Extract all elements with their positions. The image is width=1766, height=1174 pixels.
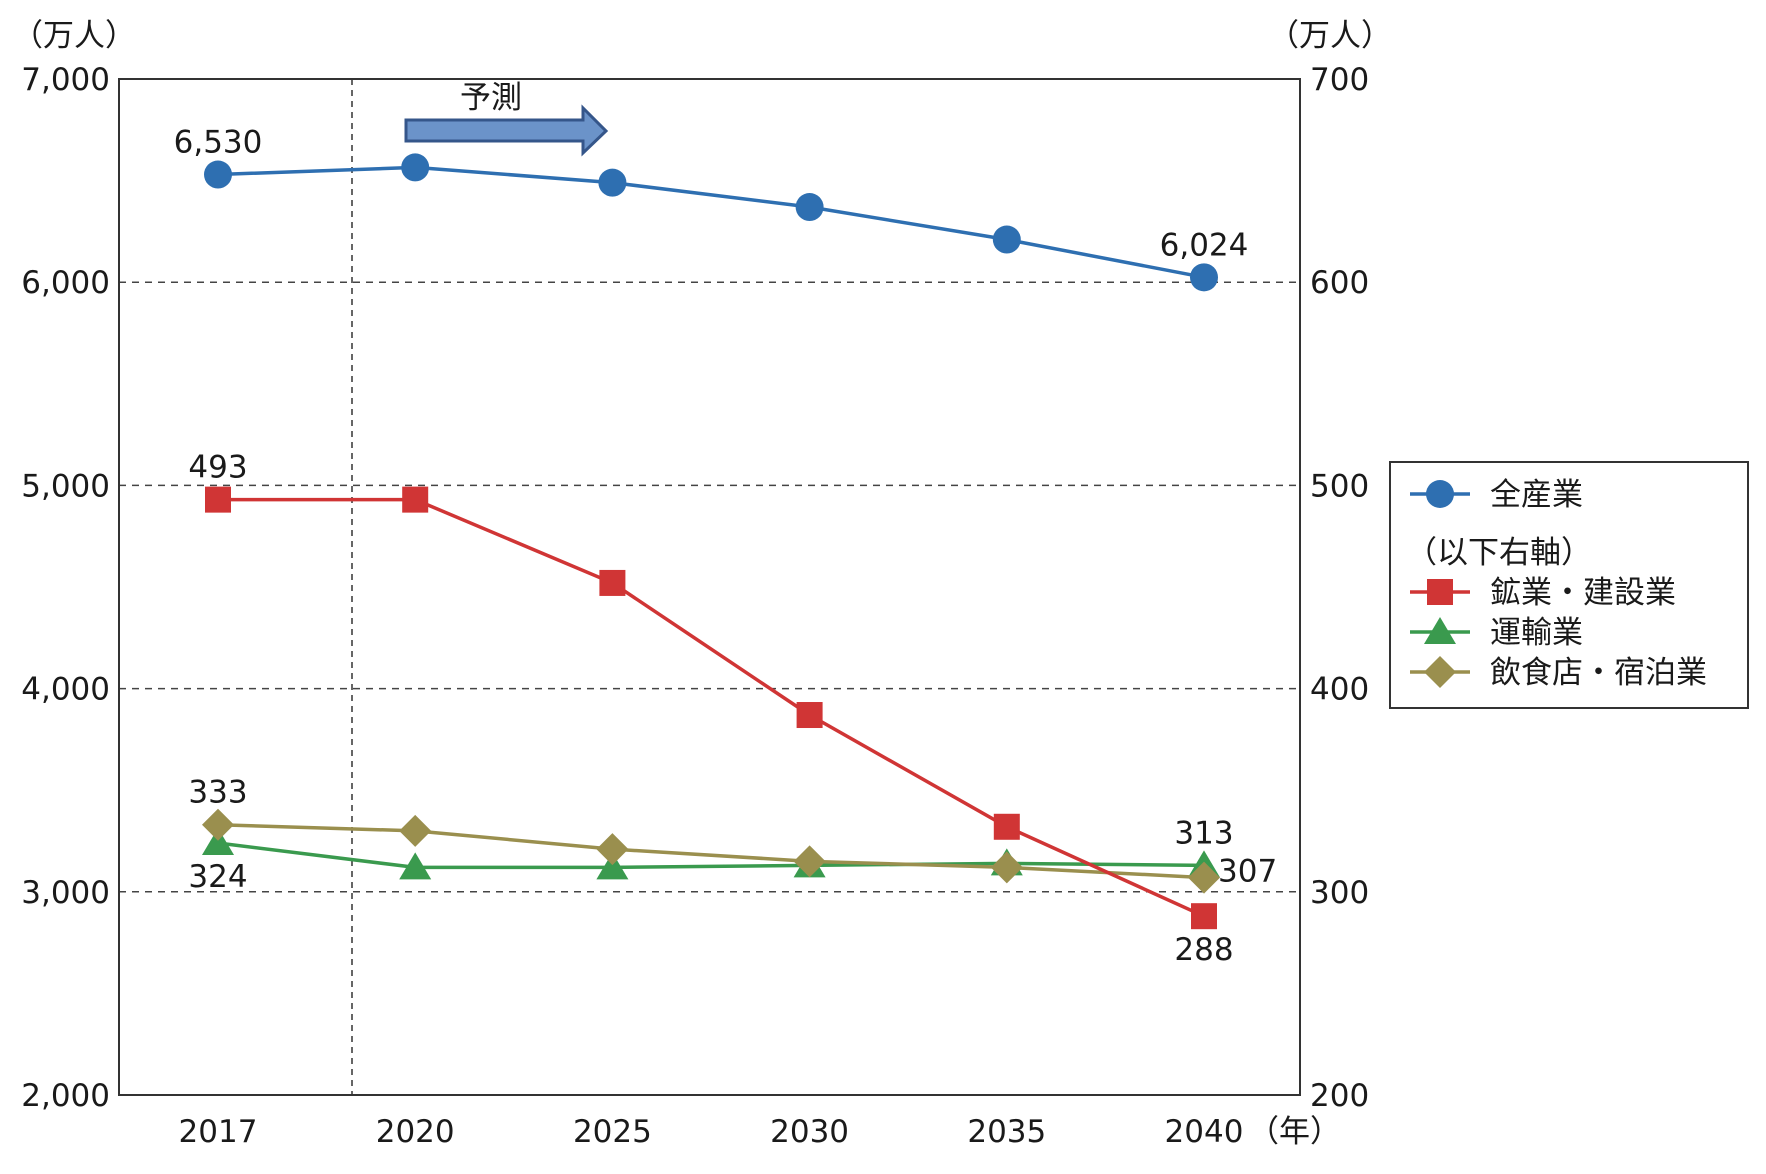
x-tick-label: 2040 (1165, 1114, 1244, 1150)
legend-item-4: 飲食店・宿泊業 (1410, 655, 1707, 691)
square-marker (205, 486, 231, 513)
legend-label: 飲食店・宿泊業 (1490, 655, 1707, 691)
series-line (217, 165, 1205, 280)
gridlines (119, 281, 1300, 893)
legend-subheading: （以下右軸） (1406, 535, 1592, 571)
right-axis-unit: （万人） (1268, 18, 1392, 54)
left-axis-unit: （万人） (12, 18, 136, 54)
x-tick-label: 2020 (376, 1114, 455, 1150)
left-tick-label: 3,000 (21, 875, 110, 911)
data-label: 6,530 (174, 125, 263, 161)
square-marker (599, 569, 626, 596)
right-tick-label: 600 (1310, 265, 1369, 301)
left-tick-label: 6,000 (21, 265, 110, 301)
diamond-marker (202, 808, 234, 841)
triangle-marker (399, 852, 432, 880)
left-tick-label: 7,000 (21, 62, 110, 98)
data-label: 493 (188, 450, 247, 486)
circle-marker (1190, 263, 1218, 292)
diamond-marker (990, 851, 1023, 884)
square-marker (993, 813, 1020, 840)
series-4 (202, 808, 1220, 894)
legend-label: 全産業 (1490, 477, 1583, 513)
right-tick-label: 200 (1310, 1078, 1369, 1114)
series-line (218, 497, 1205, 918)
left-tick-label: 2,000 (21, 1078, 110, 1114)
left-tick-label: 4,000 (21, 672, 110, 708)
legend-item-3: 運輸業 (1410, 615, 1583, 651)
diamond-marker (1424, 656, 1456, 688)
right-tick-label: 700 (1310, 62, 1369, 98)
diamond-marker (399, 814, 432, 847)
circle-marker (1426, 480, 1454, 508)
right-axis-ticks: 200 300 400 500 600 700 (1310, 62, 1369, 1114)
triangle-marker (596, 852, 629, 880)
left-tick-label: 5,000 (21, 468, 110, 504)
legend-item-1: 全産業 (1410, 477, 1583, 513)
square-marker (1191, 903, 1217, 930)
data-label: 324 (188, 859, 247, 895)
circle-marker (992, 225, 1021, 254)
diamond-marker (1188, 861, 1220, 894)
data-label: 307 (1218, 854, 1277, 890)
series-layer (202, 153, 1220, 930)
forecast-label: 予測 (460, 80, 522, 116)
data-labels: 6,530 6,024 493 288 324 313 333 307 (174, 125, 1278, 969)
left-axis-ticks: 2,000 3,000 4,000 5,000 6,000 7,000 (21, 62, 110, 1114)
circle-marker (401, 153, 430, 182)
square-marker (796, 702, 823, 729)
x-tick-label: 2017 (179, 1114, 258, 1150)
circle-marker (795, 193, 824, 222)
series-line (217, 822, 1205, 880)
series-line (217, 841, 1205, 870)
triangle-marker (202, 828, 234, 856)
triangle-marker (1424, 617, 1456, 644)
series-1 (204, 153, 1218, 292)
data-label: 313 (1174, 815, 1233, 851)
square-marker (1427, 579, 1453, 605)
data-label: 333 (188, 775, 247, 811)
legend-label: 運輸業 (1490, 615, 1583, 651)
square-marker (402, 486, 429, 513)
data-label: 288 (1174, 932, 1233, 968)
diamond-marker (596, 833, 629, 866)
right-tick-label: 400 (1310, 672, 1369, 708)
forecast-arrow-icon (404, 104, 609, 157)
legend-label: 鉱業・建設業 (1490, 575, 1676, 611)
x-tick-label: 2025 (573, 1114, 652, 1150)
data-label: 6,024 (1160, 227, 1249, 263)
legend-item-2: 鉱業・建設業 (1410, 575, 1676, 611)
series-2 (205, 486, 1217, 930)
right-tick-label: 300 (1310, 875, 1369, 911)
x-axis-ticks: 2017 2020 2025 2030 2035 2040 (179, 1114, 1244, 1150)
right-tick-label: 500 (1310, 468, 1369, 504)
x-tick-label: 2035 (967, 1114, 1046, 1150)
x-axis-unit: （年） (1248, 1114, 1341, 1150)
circle-marker (598, 168, 627, 197)
x-tick-label: 2030 (770, 1114, 849, 1150)
plot-frame (118, 78, 1301, 1096)
forecast-indicator: 予測 (404, 80, 609, 157)
diamond-marker (793, 845, 826, 878)
circle-marker (204, 160, 232, 189)
